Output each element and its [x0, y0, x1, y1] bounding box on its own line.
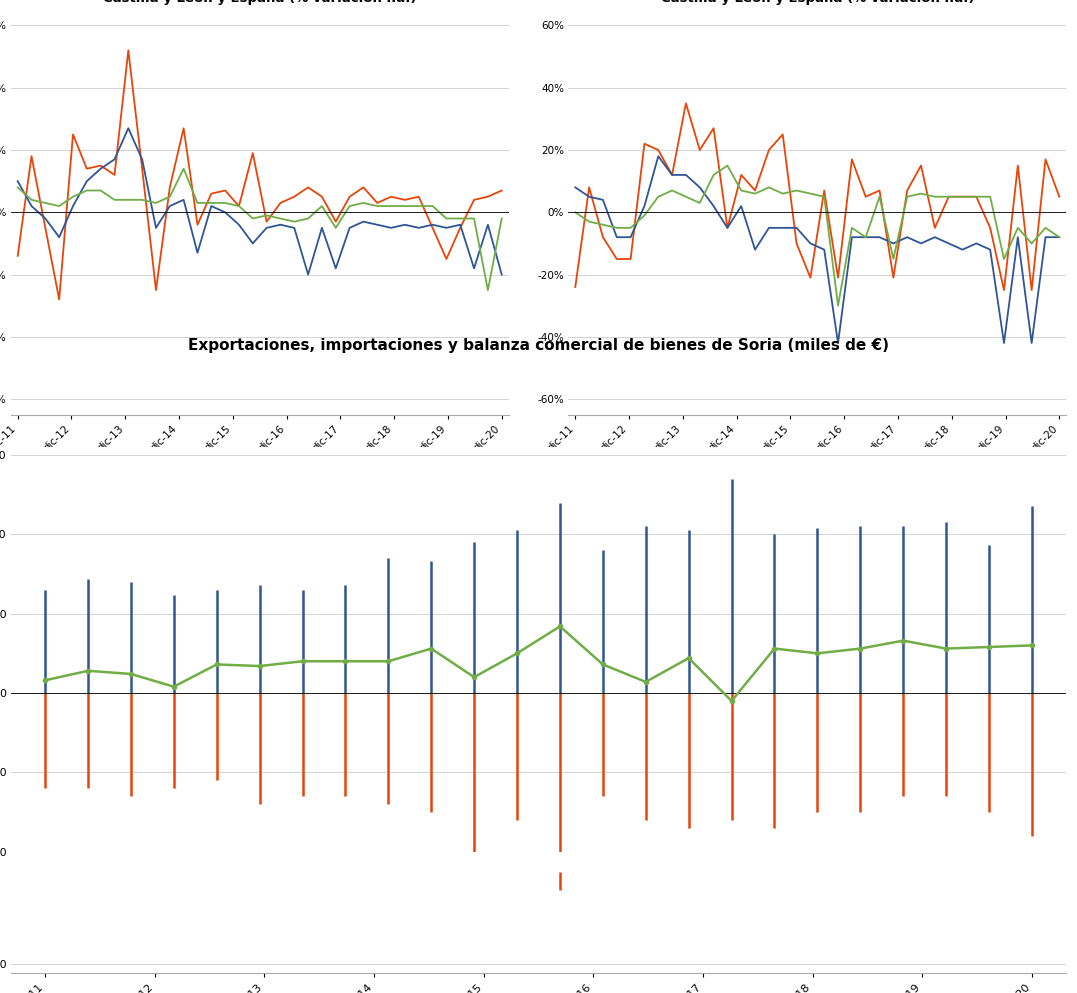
- Text: Fuente: Afi, Datacomex: Fuente: Afi, Datacomex: [749, 613, 886, 626]
- Legend: Soria, Castilla y León, España: Soria, Castilla y León, España: [126, 543, 394, 563]
- Title: Evolución de las exportaciones de Soria,
Castilla y León y España (% variación i: Evolución de las exportaciones de Soria,…: [103, 0, 417, 5]
- Legend: Soria, Castilla y León, España: Soria, Castilla y León, España: [683, 543, 951, 563]
- Title: Evolución de las importaciones de Soria,
Castilla y León y España (% variación i: Evolución de las importaciones de Soria,…: [660, 0, 974, 5]
- Text: Exportaciones, importaciones y balanza comercial de bienes de Soria (miles de €): Exportaciones, importaciones y balanza c…: [188, 338, 889, 353]
- Text: Fuente: Afi, Datacomex: Fuente: Afi, Datacomex: [191, 613, 328, 626]
